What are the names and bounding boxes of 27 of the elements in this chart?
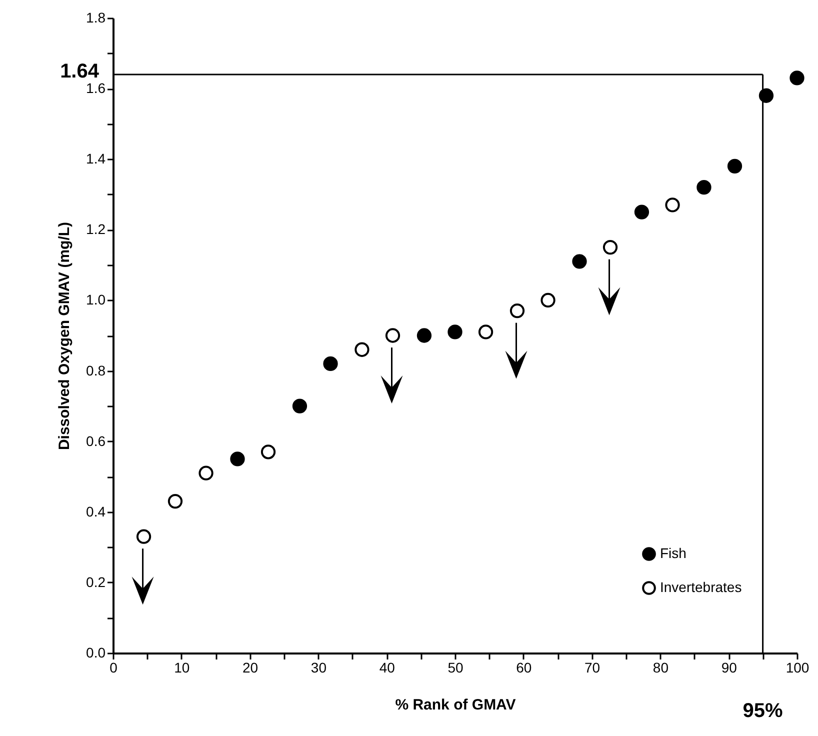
x-tick-label: 100 [786, 660, 810, 676]
x-tick-label: 90 [721, 660, 738, 676]
ref-line-label: 95% [742, 700, 784, 722]
x-tick-label: 40 [379, 660, 396, 676]
y-tick-label: 0.0 [86, 644, 106, 660]
y-tick-label: 0.8 [86, 362, 106, 378]
y-tick-label: 1.2 [86, 221, 106, 238]
ref-line-label: 1.64 [60, 60, 100, 82]
x-axis-title: % Rank of GMAV [395, 696, 516, 714]
x-tick-label: 30 [310, 660, 327, 676]
x-tick-label: 0 [110, 660, 118, 676]
y-tick-label: 1.0 [86, 292, 106, 308]
x-tick-label: 20 [242, 660, 258, 676]
x-tick-label: 10 [174, 660, 190, 676]
y-axis-title: Dissolved Oxygen GMAV (mg/L) [56, 222, 74, 450]
x-tick-label: 60 [516, 660, 532, 676]
y-tick-label: 0.2 [86, 574, 106, 590]
y-tick-label: 0.6 [86, 432, 106, 449]
legend-label: Fish [660, 545, 686, 561]
x-tick-label: 70 [584, 660, 600, 676]
x-tick-label: 50 [448, 660, 464, 676]
y-tick-label: 1.8 [86, 10, 106, 26]
y-tick-label: 1.6 [86, 80, 106, 96]
y-tick-label: 1.4 [86, 150, 106, 167]
legend-label: Invertebrates [660, 579, 742, 595]
x-tick-label: 80 [652, 660, 669, 676]
y-tick-label: 0.4 [86, 503, 106, 520]
